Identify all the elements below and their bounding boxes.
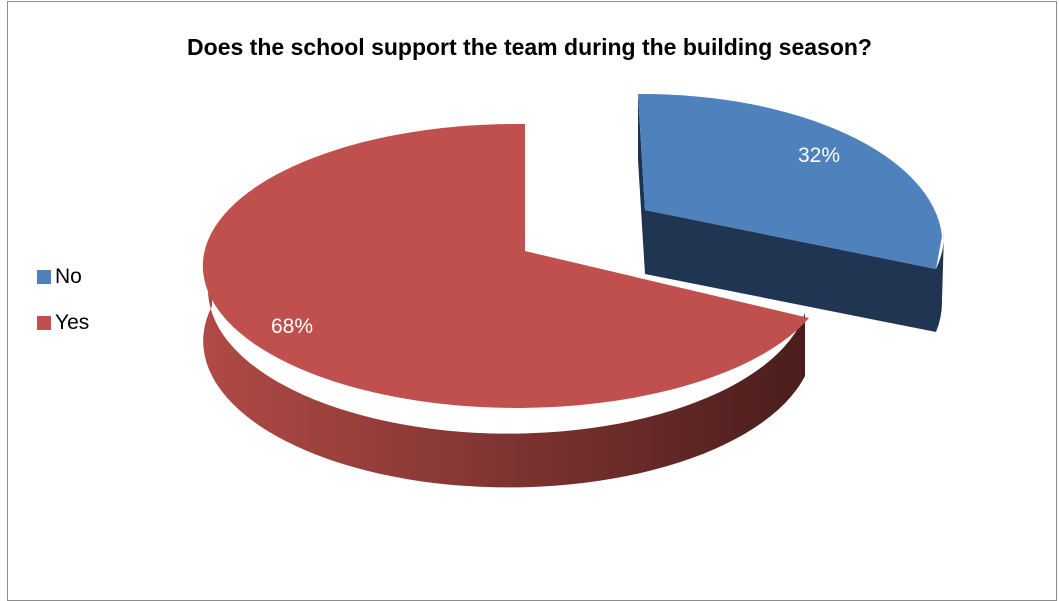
slice-yes-side [203,266,805,488]
legend-swatch-yes [37,316,51,330]
slice-no-label: 32% [798,144,840,167]
chart-title: Does the school support the team during … [187,34,872,60]
legend-swatch-no [37,270,51,284]
slice-no-side-arc [936,232,945,332]
slice-no-top [638,93,942,270]
legend-item-no: No [37,264,89,290]
legend-label-no: No [55,265,82,288]
slice-yes-top [202,123,809,408]
legend: No Yes [37,264,89,356]
slice-yes: 68% [202,123,809,488]
slice-yes-label: 68% [271,315,313,338]
slice-no: 32% [638,93,945,332]
legend-item-yes: Yes [37,310,89,336]
slice-no-side-front [645,210,936,332]
legend-label-yes: Yes [55,311,90,334]
slice-no-side-back [638,94,645,274]
